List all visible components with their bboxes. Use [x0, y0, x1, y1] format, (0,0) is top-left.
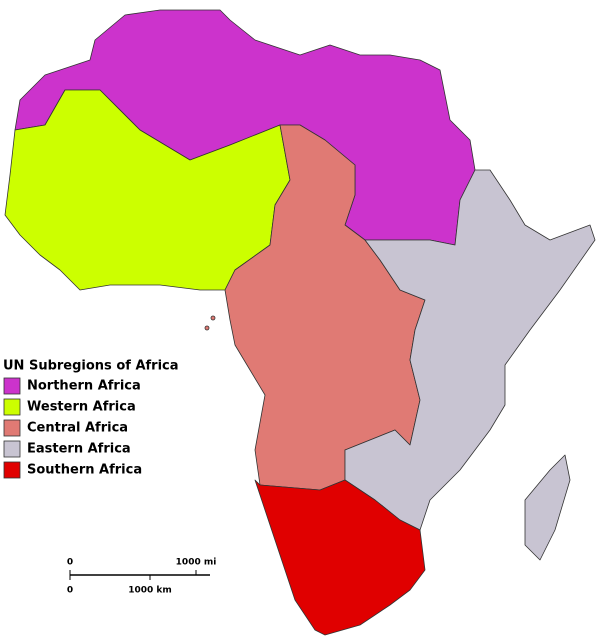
regions [4, 9, 596, 636]
madagascar [524, 454, 571, 561]
legend-label: Central Africa [27, 421, 128, 436]
island [204, 325, 210, 331]
legend-swatch [3, 377, 21, 395]
legend: Northern Africa Western Africa Central Afr… [3, 377, 142, 479]
legend-swatch [3, 398, 21, 416]
legend-swatch [3, 461, 21, 479]
scale-label: 1000 mi [176, 558, 217, 568]
scale-bar: 0 1000 mi 0 1000 km [67, 558, 216, 596]
legend-title: UN Subregions of Africa [3, 359, 179, 374]
legend-swatch [3, 419, 21, 437]
scale-label: 1000 km [128, 586, 172, 596]
island [210, 315, 216, 321]
legend-label: Eastern Africa [27, 442, 131, 457]
scale-label: 0 [67, 558, 73, 568]
scale-label: 0 [67, 586, 73, 596]
legend-label: Southern Africa [27, 463, 142, 478]
legend-label: Western Africa [27, 400, 136, 415]
southern-africa [254, 479, 426, 636]
legend-label: Northern Africa [27, 379, 141, 394]
legend-swatch [3, 440, 21, 458]
